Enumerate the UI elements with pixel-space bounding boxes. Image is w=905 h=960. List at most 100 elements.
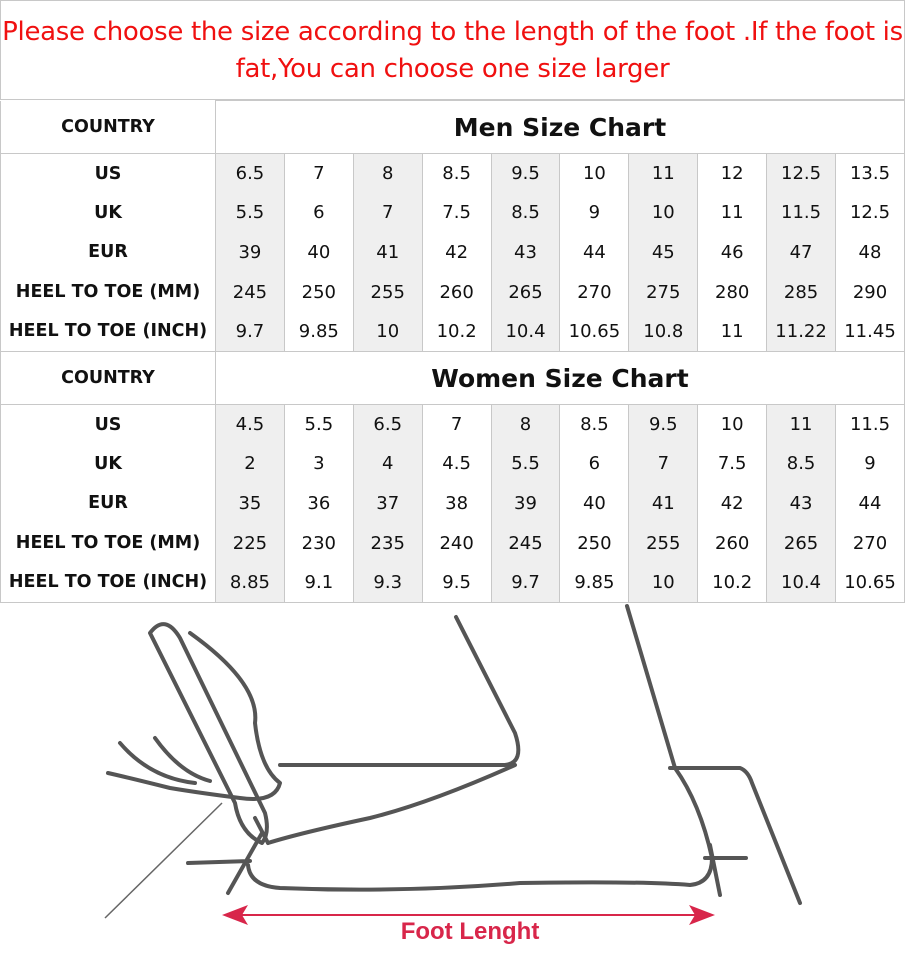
size-cell: 7 [421, 404, 492, 445]
size-cell: 11 [697, 193, 768, 233]
size-cell: 2 [215, 444, 285, 484]
size-cell: 12.5 [835, 193, 905, 233]
size-cell: 9 [835, 444, 905, 484]
table-row: HEEL TO TOE (MM) 225 230 235 240 245 250 255 260… [0, 523, 905, 563]
row-label: HEEL TO TOE (INCH) [0, 311, 216, 352]
leg-front-line [278, 615, 521, 767]
row-label: HEEL TO TOE (MM) [0, 272, 216, 312]
size-cell: 8.5 [490, 193, 561, 233]
row-label: EUR [0, 483, 216, 524]
table-row: HEEL TO TOE (INCH) 9.7 9.85 10 10.2 10.4 10.65… [0, 311, 905, 352]
size-cell: 9.85 [559, 562, 630, 603]
size-cell: 8 [490, 404, 561, 445]
size-cell: 40 [283, 232, 354, 273]
table-row: UK 5.5 6 7 7.5 8.5 9 10 11 11.5 12.5 [0, 193, 905, 233]
size-cell: 255 [352, 272, 423, 312]
size-cell: 10.4 [490, 311, 561, 352]
size-cell: 285 [766, 272, 837, 312]
foot-length-caption: Foot Lenght [401, 918, 540, 945]
size-cell: 12 [697, 153, 768, 194]
size-cell: 8 [352, 153, 423, 194]
size-cell: 8.5 [559, 404, 630, 445]
size-cell: 10.65 [835, 562, 905, 603]
heel-mark [668, 766, 802, 905]
size-cell: 255 [628, 523, 699, 563]
size-cell: 13.5 [835, 153, 905, 194]
size-cell: 4 [352, 444, 423, 484]
size-cell: 10.2 [697, 562, 768, 603]
size-cell: 8.5 [766, 444, 837, 484]
size-cell: 39 [215, 232, 285, 273]
country-header: COUNTRY [0, 100, 216, 154]
row-label: UK [0, 193, 216, 233]
size-cell: 43 [490, 232, 561, 273]
size-cell: 275 [628, 272, 699, 312]
size-cell: 8.85 [215, 562, 285, 603]
size-cell: 9 [559, 193, 630, 233]
table-row: UK 2 3 4 4.5 5.5 6 7 7.5 8.5 9 [0, 444, 905, 484]
size-cell: 7 [283, 153, 354, 194]
size-cell: 245 [215, 272, 285, 312]
foot-measure-illustration: Foot Lenght [104, 604, 802, 945]
size-cell: 10.8 [628, 311, 699, 352]
size-cell: 44 [559, 232, 630, 273]
size-cell: 39 [490, 483, 561, 524]
table-row: US 6.5 7 8 8.5 9.5 10 11 12 12.5 13.5 [0, 153, 905, 194]
size-cell: 7.5 [421, 193, 492, 233]
size-cell: 11.22 [766, 311, 837, 352]
row-label: US [0, 153, 216, 194]
size-cell: 9.5 [421, 562, 492, 603]
size-cell: 37 [352, 483, 423, 524]
table-row: EUR 35 36 37 38 39 40 41 42 43 44 [0, 483, 905, 524]
size-cell: 47 [766, 232, 837, 273]
size-cell: 42 [421, 232, 492, 273]
women-size-table: COUNTRY Women Size Chart US 4.5 5.5 6.5 7 8 8.5 9… [0, 351, 905, 603]
size-cell: 225 [215, 523, 285, 563]
size-cell: 43 [766, 483, 837, 524]
size-cell: 11 [766, 404, 837, 445]
size-cell: 250 [283, 272, 354, 312]
size-cell: 265 [766, 523, 837, 563]
size-cell: 6.5 [352, 404, 423, 445]
country-header: COUNTRY [0, 351, 216, 405]
size-cell: 9.3 [352, 562, 423, 603]
row-label: UK [0, 444, 216, 484]
size-cell: 8.5 [421, 153, 492, 194]
size-cell: 6.5 [215, 153, 285, 194]
size-cell: 46 [697, 232, 768, 273]
size-cell: 10 [628, 562, 699, 603]
size-cell: 7 [352, 193, 423, 233]
size-cell: 44 [835, 483, 905, 524]
size-cell: 36 [283, 483, 354, 524]
size-cell: 270 [559, 272, 630, 312]
chart-title: Men Size Chart [215, 100, 905, 154]
size-cell: 3 [283, 444, 354, 484]
size-cell: 10.2 [421, 311, 492, 352]
size-cell: 5.5 [490, 444, 561, 484]
size-cell: 9.5 [628, 404, 699, 445]
table-row: HEEL TO TOE (INCH) 8.85 9.1 9.3 9.5 9.7 9.85 10… [0, 562, 905, 603]
foot-sole [246, 604, 714, 892]
size-cell: 11.5 [766, 193, 837, 233]
size-cell: 6 [283, 193, 354, 233]
size-cell: 10.4 [766, 562, 837, 603]
size-cell: 11.45 [835, 311, 905, 352]
size-cell: 240 [421, 523, 492, 563]
table-row: US 4.5 5.5 6.5 7 8 8.5 9.5 10 11 11.5 [0, 404, 905, 445]
size-cell: 11.5 [835, 404, 905, 445]
size-cell: 35 [215, 483, 285, 524]
size-cell: 260 [421, 272, 492, 312]
size-cell: 12.5 [766, 153, 837, 194]
table-row: HEEL TO TOE (MM) 245 250 255 260 265 270 275 280… [0, 272, 905, 312]
size-cell: 38 [421, 483, 492, 524]
size-cell: 10 [352, 311, 423, 352]
size-cell: 7.5 [697, 444, 768, 484]
size-cell: 265 [490, 272, 561, 312]
size-cell: 9.7 [490, 562, 561, 603]
size-cell: 40 [559, 483, 630, 524]
size-cell: 9.7 [215, 311, 285, 352]
size-cell: 10.65 [559, 311, 630, 352]
size-cell: 41 [628, 483, 699, 524]
size-cell: 9.1 [283, 562, 354, 603]
size-cell: 48 [835, 232, 905, 273]
